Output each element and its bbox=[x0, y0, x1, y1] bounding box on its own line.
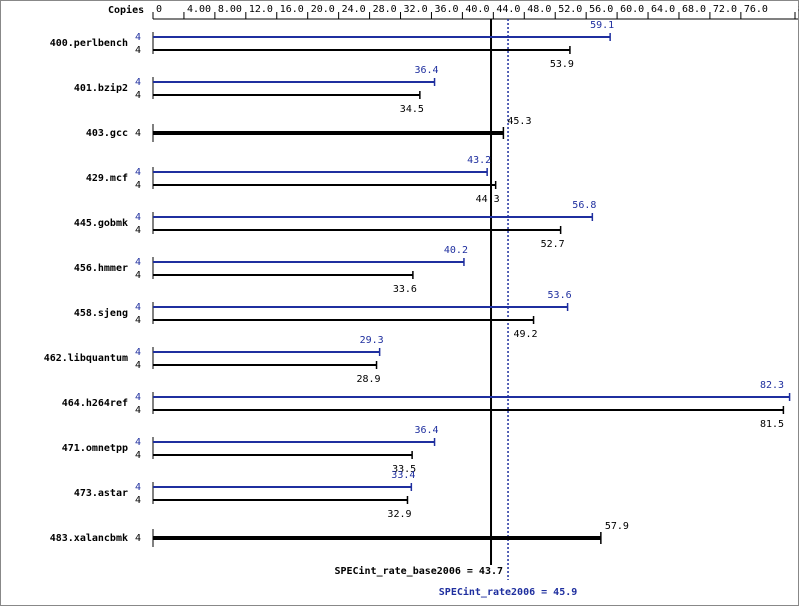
copies-label: 4 bbox=[135, 32, 141, 43]
value-label: 36.4 bbox=[415, 425, 439, 436]
x-tick-label: 8.00 bbox=[218, 4, 242, 15]
benchmark-label: 458.sjeng bbox=[74, 307, 128, 319]
value-label: 82.3 bbox=[760, 380, 784, 391]
reference-label: SPECint_rate2006 = 45.9 bbox=[439, 586, 577, 598]
benchmark-label: 464.h264ref bbox=[62, 398, 128, 409]
benchmark-label: 456.hmmer bbox=[74, 263, 128, 274]
value-label: 53.9 bbox=[550, 59, 574, 70]
x-tick-label: 0 bbox=[156, 4, 162, 15]
x-tick-label: 52.0 bbox=[558, 4, 582, 15]
value-label: 28.9 bbox=[356, 374, 380, 385]
value-label: 33.4 bbox=[391, 470, 415, 481]
value-label: 33.6 bbox=[393, 284, 417, 295]
value-label: 43.2 bbox=[467, 155, 491, 166]
benchmark-label: 445.gobmk bbox=[74, 218, 128, 229]
copies-label: 4 bbox=[135, 302, 141, 313]
copies-label: 4 bbox=[135, 180, 141, 191]
x-tick-label: 44.0 bbox=[496, 4, 520, 15]
copies-label: 4 bbox=[135, 482, 141, 493]
x-tick-label: 64.0 bbox=[651, 4, 675, 15]
value-label: 33.5 bbox=[392, 464, 416, 475]
copies-label: 4 bbox=[135, 90, 141, 101]
value-label: 29.3 bbox=[360, 335, 384, 346]
benchmark-label: 471.omnetpp bbox=[62, 443, 128, 454]
copies-label: 4 bbox=[135, 167, 141, 178]
value-label: 81.5 bbox=[760, 419, 784, 430]
copies-label: 4 bbox=[135, 257, 141, 268]
copies-label: 4 bbox=[135, 77, 141, 88]
copies-label: 4 bbox=[135, 270, 141, 281]
copies-label: 4 bbox=[135, 225, 141, 236]
copies-label: 4 bbox=[135, 360, 141, 371]
copies-label: 4 bbox=[135, 128, 141, 139]
x-tick-label: 48.0 bbox=[527, 4, 551, 15]
x-tick-label: 68.0 bbox=[682, 4, 706, 15]
value-label: 40.2 bbox=[444, 245, 468, 256]
value-label: 36.4 bbox=[415, 65, 439, 76]
copies-label: 4 bbox=[135, 347, 141, 358]
reference-label: SPECint_rate_base2006 = 43.7 bbox=[334, 565, 503, 577]
value-label: 34.5 bbox=[400, 104, 424, 115]
copies-label: 4 bbox=[135, 212, 141, 223]
x-tick-label: 32.0 bbox=[404, 4, 428, 15]
benchmark-label: 429.mcf bbox=[86, 173, 128, 184]
x-tick-label: 56.0 bbox=[589, 4, 613, 15]
x-tick-label: 4.00 bbox=[187, 4, 211, 15]
x-tick-label: 36.0 bbox=[434, 4, 458, 15]
value-label: 44.3 bbox=[476, 194, 500, 205]
benchmark-label: 473.astar bbox=[74, 488, 128, 499]
x-tick-label: 72.0 bbox=[713, 4, 737, 15]
x-tick-label: 12.0 bbox=[249, 4, 273, 15]
value-label: 56.8 bbox=[572, 200, 596, 211]
value-label: 53.6 bbox=[548, 290, 572, 301]
value-label: 49.2 bbox=[514, 329, 538, 340]
x-tick-label: 24.0 bbox=[342, 4, 366, 15]
x-tick-label: 76.0 bbox=[744, 4, 768, 15]
copies-label: 4 bbox=[135, 392, 141, 403]
x-tick-label: 16.0 bbox=[280, 4, 304, 15]
copies-label: 4 bbox=[135, 533, 141, 544]
x-tick-label: 40.0 bbox=[465, 4, 489, 15]
copies-label: 4 bbox=[135, 495, 141, 506]
value-label: 52.7 bbox=[541, 239, 565, 250]
copies-label: 4 bbox=[135, 405, 141, 416]
value-label: 45.3 bbox=[507, 116, 531, 127]
copies-header: Copies bbox=[108, 4, 144, 16]
copies-label: 4 bbox=[135, 45, 141, 56]
x-tick-label: 28.0 bbox=[373, 4, 397, 15]
benchmark-label: 401.bzip2 bbox=[74, 82, 128, 94]
value-label: 57.9 bbox=[605, 521, 629, 532]
copies-label: 4 bbox=[135, 437, 141, 448]
value-label: 32.9 bbox=[387, 509, 411, 520]
copies-label: 4 bbox=[135, 315, 141, 326]
value-label: 59.1 bbox=[590, 20, 614, 31]
benchmark-label: 483.xalancbmk bbox=[50, 533, 128, 544]
x-tick-label: 60.0 bbox=[620, 4, 644, 15]
benchmark-label: 400.perlbench bbox=[50, 38, 128, 49]
benchmark-label: 462.libquantum bbox=[44, 352, 128, 364]
benchmark-label: 403.gcc bbox=[86, 128, 128, 139]
x-tick-label: 20.0 bbox=[311, 4, 335, 15]
copies-label: 4 bbox=[135, 450, 141, 461]
